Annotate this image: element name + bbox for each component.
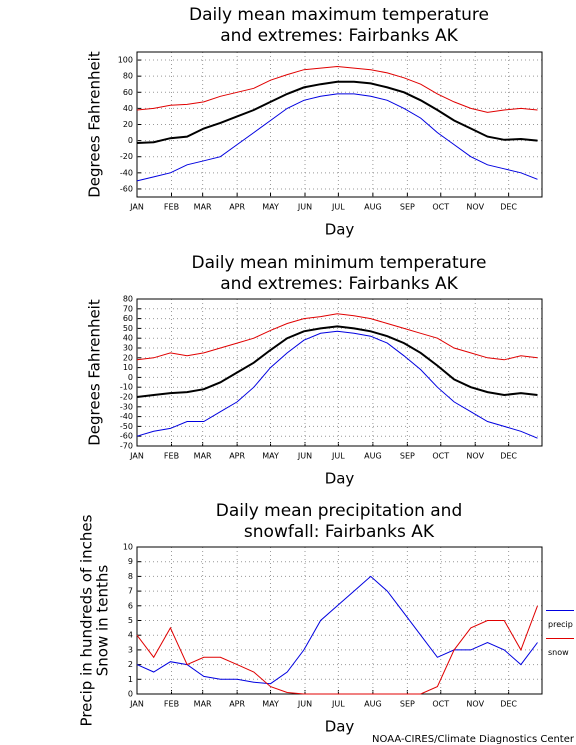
- y-tick-label: 9: [128, 557, 133, 566]
- y-tick-label: 0: [128, 136, 133, 145]
- y-tick-label: 70: [123, 304, 133, 313]
- x-axis-label: Day: [325, 718, 355, 736]
- y-axis-label: Degrees Fahrenheit: [86, 51, 104, 198]
- x-tick-label: MAY: [262, 203, 279, 212]
- x-tick-label: OCT: [432, 203, 449, 212]
- data-line: [136, 605, 538, 695]
- y-tick-label: 0: [128, 690, 133, 699]
- x-tick-label: OCT: [432, 700, 449, 709]
- data-line: [136, 330, 538, 439]
- y-tick-label: 80: [123, 295, 133, 304]
- y-tick-label: -30: [120, 402, 133, 411]
- x-axis-label: Day: [325, 221, 355, 239]
- y-tick-label: -40: [120, 412, 133, 421]
- data-line: [136, 65, 538, 113]
- y-tick-label: 2: [128, 660, 133, 669]
- x-tick-label: DEC: [500, 452, 517, 461]
- x-axis-label: Day: [325, 470, 355, 488]
- x-tick-label: APR: [229, 700, 245, 709]
- x-tick-label: OCT: [432, 452, 449, 461]
- data-line: [136, 575, 538, 685]
- x-tick-label: MAY: [262, 452, 279, 461]
- x-tick-label: MAR: [194, 452, 212, 461]
- x-tick-label: FEB: [164, 700, 179, 709]
- legend-label: precip: [548, 620, 573, 629]
- y-tick-label: 5: [128, 616, 133, 625]
- y-tick-label: 0: [128, 373, 133, 382]
- y-tick-label: 50: [123, 324, 133, 333]
- plot-frame: [136, 298, 543, 447]
- x-tick-label: FEB: [164, 452, 179, 461]
- x-tick-label: JUN: [297, 452, 312, 461]
- x-tick-label: SEP: [400, 700, 415, 709]
- y-tick-label: 60: [123, 314, 133, 323]
- y-axis-label: Snow in tenths: [94, 565, 112, 677]
- footer: NOAA-CIRES/Climate Diagnostics Center: [372, 734, 575, 745]
- y-tick-label: 80: [123, 72, 133, 81]
- y-tick-label: -60: [120, 432, 133, 441]
- x-tick-label: JAN: [129, 203, 144, 212]
- y-axis-label: Precip in hundreds of inches: [78, 514, 96, 726]
- y-tick-label: 10: [123, 363, 133, 372]
- y-tick-label: 40: [123, 104, 133, 113]
- data-line: [136, 93, 538, 182]
- y-tick-label: 30: [123, 344, 133, 353]
- x-tick-label: AUG: [364, 700, 382, 709]
- x-tick-label: NOV: [466, 452, 484, 461]
- x-tick-label: SEP: [400, 452, 415, 461]
- y-tick-label: 100: [118, 56, 133, 65]
- x-tick-label: JUL: [331, 203, 345, 212]
- chart-title: and extremes: Fairbanks AK: [220, 26, 458, 46]
- x-tick-label: APR: [229, 452, 245, 461]
- x-tick-label: JAN: [129, 452, 144, 461]
- y-tick-label: 60: [123, 88, 133, 97]
- plot-frame: [136, 51, 543, 198]
- y-tick-label: 1: [128, 675, 133, 684]
- chart-title: Daily mean maximum temperature: [189, 5, 489, 25]
- y-tick-label: -60: [120, 184, 133, 193]
- x-tick-label: JUL: [331, 700, 345, 709]
- y-tick-label: -10: [120, 383, 133, 392]
- y-tick-label: -70: [120, 442, 133, 451]
- x-tick-label: DEC: [500, 203, 517, 212]
- data-line: [136, 325, 538, 398]
- y-tick-label: 20: [123, 120, 133, 129]
- y-tick-label: 3: [128, 645, 133, 654]
- y-tick-label: 10: [123, 543, 133, 552]
- x-tick-label: AUG: [364, 203, 382, 212]
- y-tick-label: -50: [120, 422, 133, 431]
- y-tick-label: 40: [123, 334, 133, 343]
- x-tick-label: JAN: [129, 700, 144, 709]
- y-tick-label: 4: [128, 631, 133, 640]
- x-tick-label: SEP: [400, 203, 415, 212]
- y-tick-label: 7: [128, 587, 133, 596]
- x-tick-label: AUG: [364, 452, 382, 461]
- x-tick-label: MAR: [194, 203, 212, 212]
- x-tick-label: MAR: [194, 700, 212, 709]
- x-tick-label: JUL: [331, 452, 345, 461]
- data-line: [136, 80, 538, 144]
- y-axis-label: Degrees Fahrenheit: [86, 299, 104, 446]
- x-tick-label: FEB: [164, 203, 179, 212]
- x-tick-label: JUN: [297, 700, 312, 709]
- chart-title: snowfall: Fairbanks AK: [244, 522, 435, 542]
- x-tick-label: NOV: [466, 203, 484, 212]
- y-tick-label: -20: [120, 393, 133, 402]
- y-tick-label: 8: [128, 572, 133, 581]
- y-tick-label: 20: [123, 353, 133, 362]
- x-tick-label: MAY: [262, 700, 279, 709]
- x-tick-label: APR: [229, 203, 245, 212]
- x-tick-label: JUN: [297, 203, 312, 212]
- chart-title: Daily mean precipitation and: [216, 501, 463, 521]
- chart-title: and extremes: Fairbanks AK: [220, 274, 458, 294]
- chart-title: Daily mean minimum temperature: [192, 253, 487, 273]
- data-line: [136, 313, 538, 361]
- x-tick-label: NOV: [466, 700, 484, 709]
- y-tick-label: 6: [128, 601, 133, 610]
- legend-label: snow: [548, 648, 569, 657]
- y-tick-label: -20: [120, 152, 133, 161]
- x-tick-label: DEC: [500, 700, 517, 709]
- y-tick-label: -40: [120, 168, 133, 177]
